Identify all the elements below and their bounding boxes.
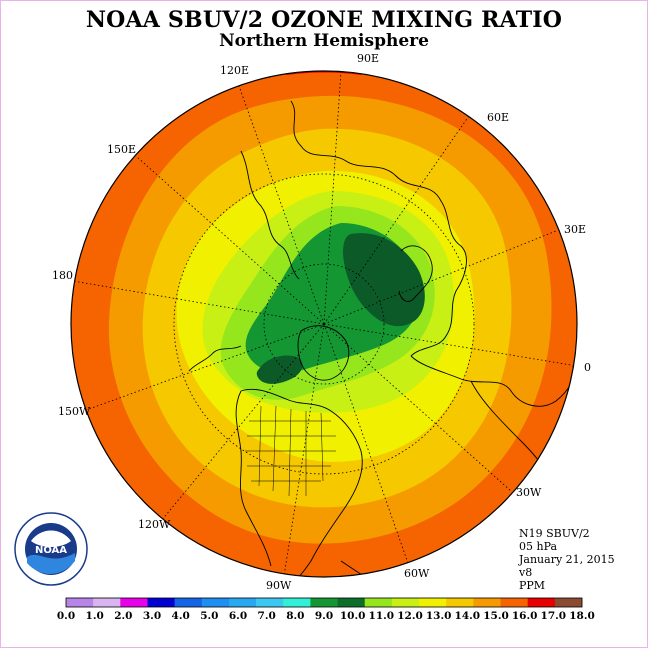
lon-label-30w: 30W: [516, 486, 542, 499]
ozone-contour-layer: [71, 71, 577, 577]
color-swatch: [283, 598, 311, 607]
color-swatch: [93, 598, 121, 607]
info-level: 05 hPa: [519, 540, 558, 553]
color-swatch: [391, 598, 420, 607]
color-scale-swatches: [65, 597, 583, 608]
lon-label-120w: 120W: [138, 518, 171, 531]
color-swatch: [256, 598, 284, 607]
coast-asia-east: [240, 150, 300, 280]
lon-label-30e: 30E: [564, 223, 586, 236]
coast-eurasia-north: [290, 100, 467, 357]
color-swatch: [446, 598, 474, 607]
color-scale-tick-label: 15.0: [483, 610, 509, 622]
color-scale-tick-label: 9.0: [315, 610, 333, 622]
globe-border: [70, 70, 578, 578]
coast-greenland: [297, 325, 350, 381]
color-scale-tick-label: 1.0: [86, 610, 104, 622]
us-state-grid: [245, 405, 336, 497]
color-scale-tick-label: 17.0: [541, 610, 567, 622]
info-version: v8: [519, 566, 533, 579]
color-scale-tick-label: 18.0: [569, 610, 595, 622]
color-scale-tick-label: 13.0: [426, 610, 452, 622]
coast-alaska: [188, 345, 242, 372]
lon-label-180: 180: [52, 269, 73, 282]
color-scale-tick-label: 14.0: [455, 610, 481, 622]
color-scale-ticks: 0.0 1.0 2.0 3.0 4.0 5.0 6.0 7.0 8.0 9.0 10.0 11.0 12…: [57, 610, 595, 622]
color-scale-tick-label: 2.0: [114, 610, 132, 622]
color-scale-tick-label: 5.0: [200, 610, 218, 622]
coast-south-america: [340, 560, 422, 577]
chart-title: NOAA SBUV/2 OZONE MIXING RATIO: [85, 7, 563, 33]
longitude-labels: 90E 60E 30E 0 30W 60W 90W 120W 150W 180 …: [52, 52, 591, 592]
color-swatch: [201, 598, 230, 607]
coast-scandinavia: [398, 245, 433, 302]
color-swatch: [554, 598, 583, 607]
lon-label-90e: 90E: [357, 52, 379, 65]
contour-level-9-east: [343, 233, 425, 327]
lon-label-150e: 150E: [107, 143, 136, 156]
info-date: January 21, 2015: [519, 553, 615, 566]
color-swatch: [310, 598, 338, 607]
color-swatch: [147, 598, 175, 607]
info-instrument: N19 SBUV/2: [519, 527, 590, 540]
color-swatch: [473, 598, 501, 607]
graticule-layer: [72, 71, 577, 577]
lon-label-90w: 90W: [266, 579, 292, 592]
noaa-logo-text: NOAA: [35, 545, 67, 556]
color-scale-tick-label: 11.0: [369, 610, 395, 622]
coast-north-america: [240, 388, 363, 577]
color-scale-tick-label: 16.0: [512, 610, 538, 622]
lon-label-150w: 150W: [58, 405, 91, 418]
color-scale-tick-label: 4.0: [172, 610, 190, 622]
coast-north-america-west: [235, 390, 272, 567]
lon-label-120e: 120E: [220, 64, 249, 77]
color-swatch: [527, 598, 556, 607]
color-scale-tick-label: 12.0: [397, 610, 423, 622]
color-scale-tick-label: 8.0: [286, 610, 304, 622]
color-scale-tick-label: 10.0: [340, 610, 366, 622]
color-scale-tick-label: 0.0: [57, 610, 75, 622]
lon-label-60e: 60E: [487, 111, 509, 124]
lon-label-60w: 60W: [404, 567, 430, 580]
color-swatch: [228, 598, 257, 607]
color-swatch: [500, 598, 528, 607]
contour-level-9-west: [256, 355, 303, 384]
color-swatch: [174, 598, 203, 607]
chart-subtitle: Northern Hemisphere: [219, 31, 429, 51]
color-scale-tick-label: 7.0: [258, 610, 276, 622]
color-scale-outline: [65, 597, 583, 608]
color-swatch: [364, 598, 393, 607]
product-info: N19 SBUV/2 05 hPa January 21, 2015 v8 PP…: [519, 527, 615, 592]
color-swatch: [66, 598, 94, 607]
info-units: PPM: [519, 579, 546, 592]
color-scale-tick-label: 3.0: [143, 610, 161, 622]
color-scale-tick-label: 6.0: [229, 610, 247, 622]
noaa-logo: NOAA: [14, 512, 88, 586]
color-swatch: [419, 598, 447, 607]
coast-europe: [410, 355, 574, 407]
lon-label-0: 0: [584, 361, 591, 374]
color-swatch: [337, 598, 366, 607]
color-swatch: [120, 598, 148, 607]
